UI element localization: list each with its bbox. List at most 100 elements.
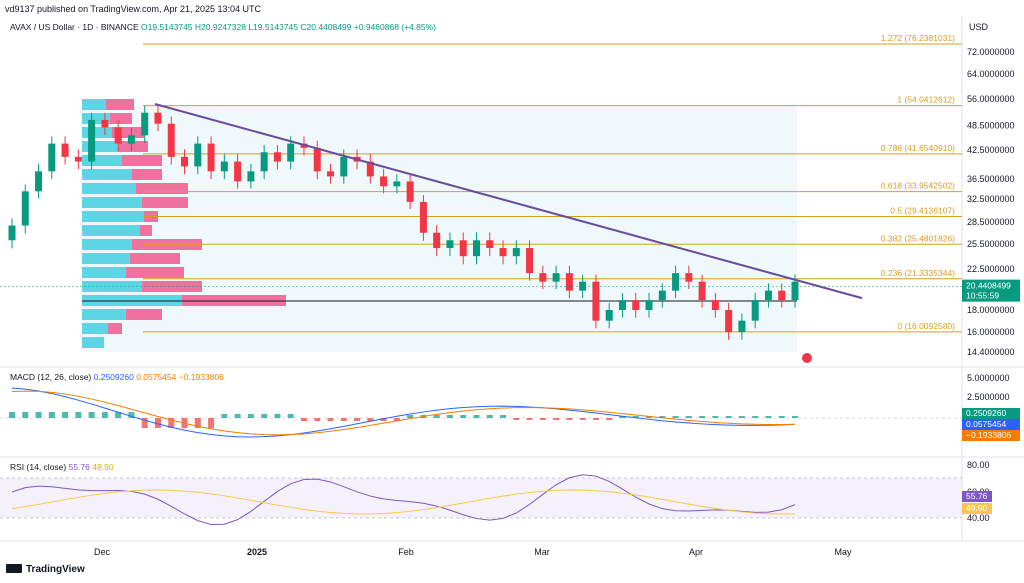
volume-profile-bar: [82, 253, 130, 264]
candle-body: [778, 290, 786, 301]
fib-level-label: 0 (16.0092580): [897, 321, 955, 331]
rsi-name[interactable]: RSI (14, close): [10, 462, 67, 472]
macd-histogram-bar: [62, 412, 69, 418]
candle-body: [114, 127, 122, 144]
macd-histogram-bar: [247, 414, 254, 418]
volume-profile-bar: [82, 169, 132, 180]
macd-histogram-bar: [407, 415, 414, 418]
tradingview-brand[interactable]: TradingView: [6, 564, 85, 575]
macd-histogram-bar: [592, 418, 599, 420]
candle-body: [207, 143, 215, 172]
volume-profile-bar: [126, 309, 162, 320]
candle-body: [632, 300, 640, 310]
candle-body: [725, 310, 733, 332]
volume-profile-bar: [82, 197, 142, 208]
macd-histogram-bar: [340, 418, 347, 421]
volume-profile-bar: [82, 323, 108, 334]
macd-histogram-bar: [513, 418, 520, 420]
candle-body: [141, 112, 149, 136]
volume-profile-bar: [136, 183, 188, 194]
symbol-name[interactable]: AVAX / US Dollar · 1D · BINANCE: [10, 22, 139, 32]
volume-profile-bar: [112, 127, 144, 138]
macd-histogram-bar: [300, 418, 307, 421]
volume-profile-bar: [82, 99, 106, 110]
candle-body: [698, 281, 706, 301]
volume-profile-bar: [126, 267, 184, 278]
price-change: +0.9460868 (+4.85%): [353, 22, 437, 32]
price-axis-label: 36.5000000: [967, 174, 1015, 184]
volume-profile-bar: [82, 337, 104, 348]
rsi-band: [0, 478, 962, 518]
macd-histogram-bar: [792, 416, 798, 418]
macd-histogram-bar: [35, 412, 42, 418]
macd-value-tag: [962, 419, 1020, 430]
candle-body: [459, 240, 467, 257]
price-axis-label: 48.5000000: [967, 121, 1015, 131]
time-axis-label: 2025: [247, 547, 267, 557]
candle-body: [35, 171, 43, 192]
candle-body: [21, 191, 29, 226]
price-axis-label: 64.0000000: [967, 69, 1015, 79]
candle-body: [526, 248, 534, 274]
rsi-value-tag-text: 55.76: [966, 491, 988, 501]
fib-level-label: 0.382 (25.4801826): [881, 233, 955, 243]
macd-histogram-bar: [473, 415, 480, 418]
ohlc-close: C20.4408499: [300, 22, 352, 32]
macd-histogram-bar: [765, 416, 772, 418]
ohlc-high: H20.9247328: [194, 22, 246, 32]
macd-histogram-bar: [208, 418, 215, 428]
candle-body: [8, 225, 16, 241]
macd-histogram-bar: [606, 418, 613, 420]
macd-histogram-bar: [566, 418, 573, 420]
candle-body: [645, 300, 653, 310]
macd-line: [11, 387, 796, 438]
macd-legend: MACD (12, 26, close) 0.2509260 0.0575454…: [10, 372, 224, 382]
macd-name[interactable]: MACD (12, 26, close): [10, 372, 92, 382]
macd-histogram-bar: [234, 414, 241, 418]
volume-profile-bar: [82, 155, 122, 166]
volume-profile-bar: [82, 211, 144, 222]
macd-histogram-bar: [75, 412, 82, 418]
ohlc-open: O19.5143745: [141, 22, 193, 32]
price-axis-label: 56.0000000: [967, 94, 1015, 104]
rsi-axis-label: 80.00: [967, 460, 990, 470]
price-axis-label: 25.5000000: [967, 239, 1015, 249]
downtrend-line: [154, 103, 863, 300]
candle-body: [605, 310, 613, 321]
rsi-ma-value-tag-text: 49.90: [966, 503, 988, 513]
macd-histogram-bar: [354, 418, 361, 421]
macd-histogram-bar: [526, 418, 533, 420]
price-axis-label: 18.0000000: [967, 305, 1015, 315]
macd-histogram-bar: [314, 418, 321, 421]
macd-histogram-bar: [168, 418, 175, 428]
volume-profile-bar: [82, 309, 126, 320]
macd-histogram-bar: [221, 414, 228, 418]
price-axis-label: 72.0000000: [967, 47, 1015, 57]
macd-value: 0.2509260: [93, 372, 134, 382]
rsi-value-tag: [962, 491, 992, 502]
last-price-tag: [962, 279, 1020, 302]
volume-profile-bar: [82, 239, 132, 250]
volume-profile-bar: [82, 225, 140, 236]
publish-line: vd9137 published on TradingView.com, Apr…: [5, 4, 262, 14]
candle-body: [273, 152, 281, 162]
rsi-axis-label: 40.00: [967, 513, 990, 523]
candle-body: [499, 248, 507, 257]
macd-histogram-bar: [154, 418, 161, 428]
volume-profile-bar: [130, 253, 180, 264]
fib-level-label: 1.272 (76.2381031): [881, 33, 955, 43]
macd-histogram-bar: [539, 418, 546, 420]
macd-histogram-bar: [194, 418, 201, 428]
macd-histogram-bar: [9, 412, 15, 418]
candle-body: [127, 135, 135, 144]
candle-body: [539, 273, 547, 282]
macd-histogram-bar: [738, 416, 745, 418]
last-price-value: 20.4408499: [966, 281, 1011, 291]
macd-histogram-bar: [725, 416, 732, 418]
price-axis-label: 28.5000000: [967, 217, 1015, 227]
candle-body: [672, 273, 680, 291]
price-axis-label: 22.5000000: [967, 264, 1015, 274]
macd-histogram-bar: [48, 412, 55, 418]
macd-value-tag: [962, 408, 1020, 419]
